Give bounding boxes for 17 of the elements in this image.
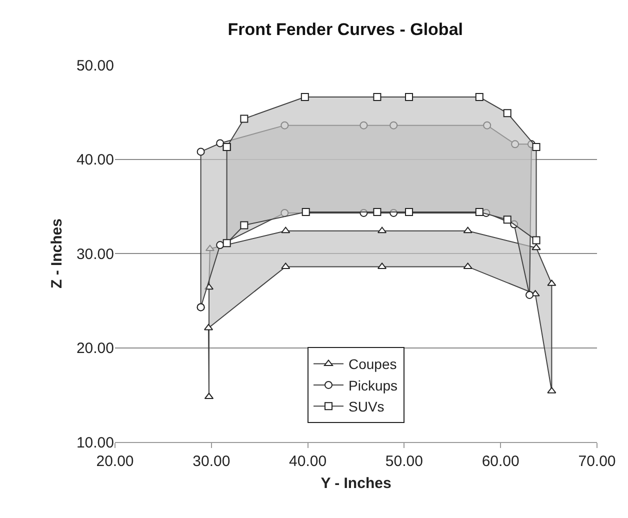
legend-label: Pickups xyxy=(348,377,398,394)
x-axis-title: Y - Inches xyxy=(320,475,392,492)
y-tick-label: 20.00 xyxy=(76,340,114,357)
legend-label: SUVs xyxy=(348,398,384,415)
y-tick-label: 40.00 xyxy=(76,152,114,168)
x-tick-label: 20.00 xyxy=(96,453,134,470)
y-axis-title: Z - Inches xyxy=(48,218,66,289)
y-tick-label: 10.00 xyxy=(76,434,114,452)
legend-label: Coupes xyxy=(348,356,397,372)
x-tick-label: 50.00 xyxy=(385,453,423,470)
y-tick-label: 30.00 xyxy=(76,246,114,263)
x-tick-label: 40.00 xyxy=(289,453,327,470)
chart-title: Front Fender Curves - Global xyxy=(228,20,463,40)
x-tick-label: 60.00 xyxy=(482,453,520,470)
y-tick-label: 50.00 xyxy=(76,57,114,74)
x-tick-label: 30.00 xyxy=(192,453,230,470)
x-tick-label: 70.00 xyxy=(578,453,616,470)
